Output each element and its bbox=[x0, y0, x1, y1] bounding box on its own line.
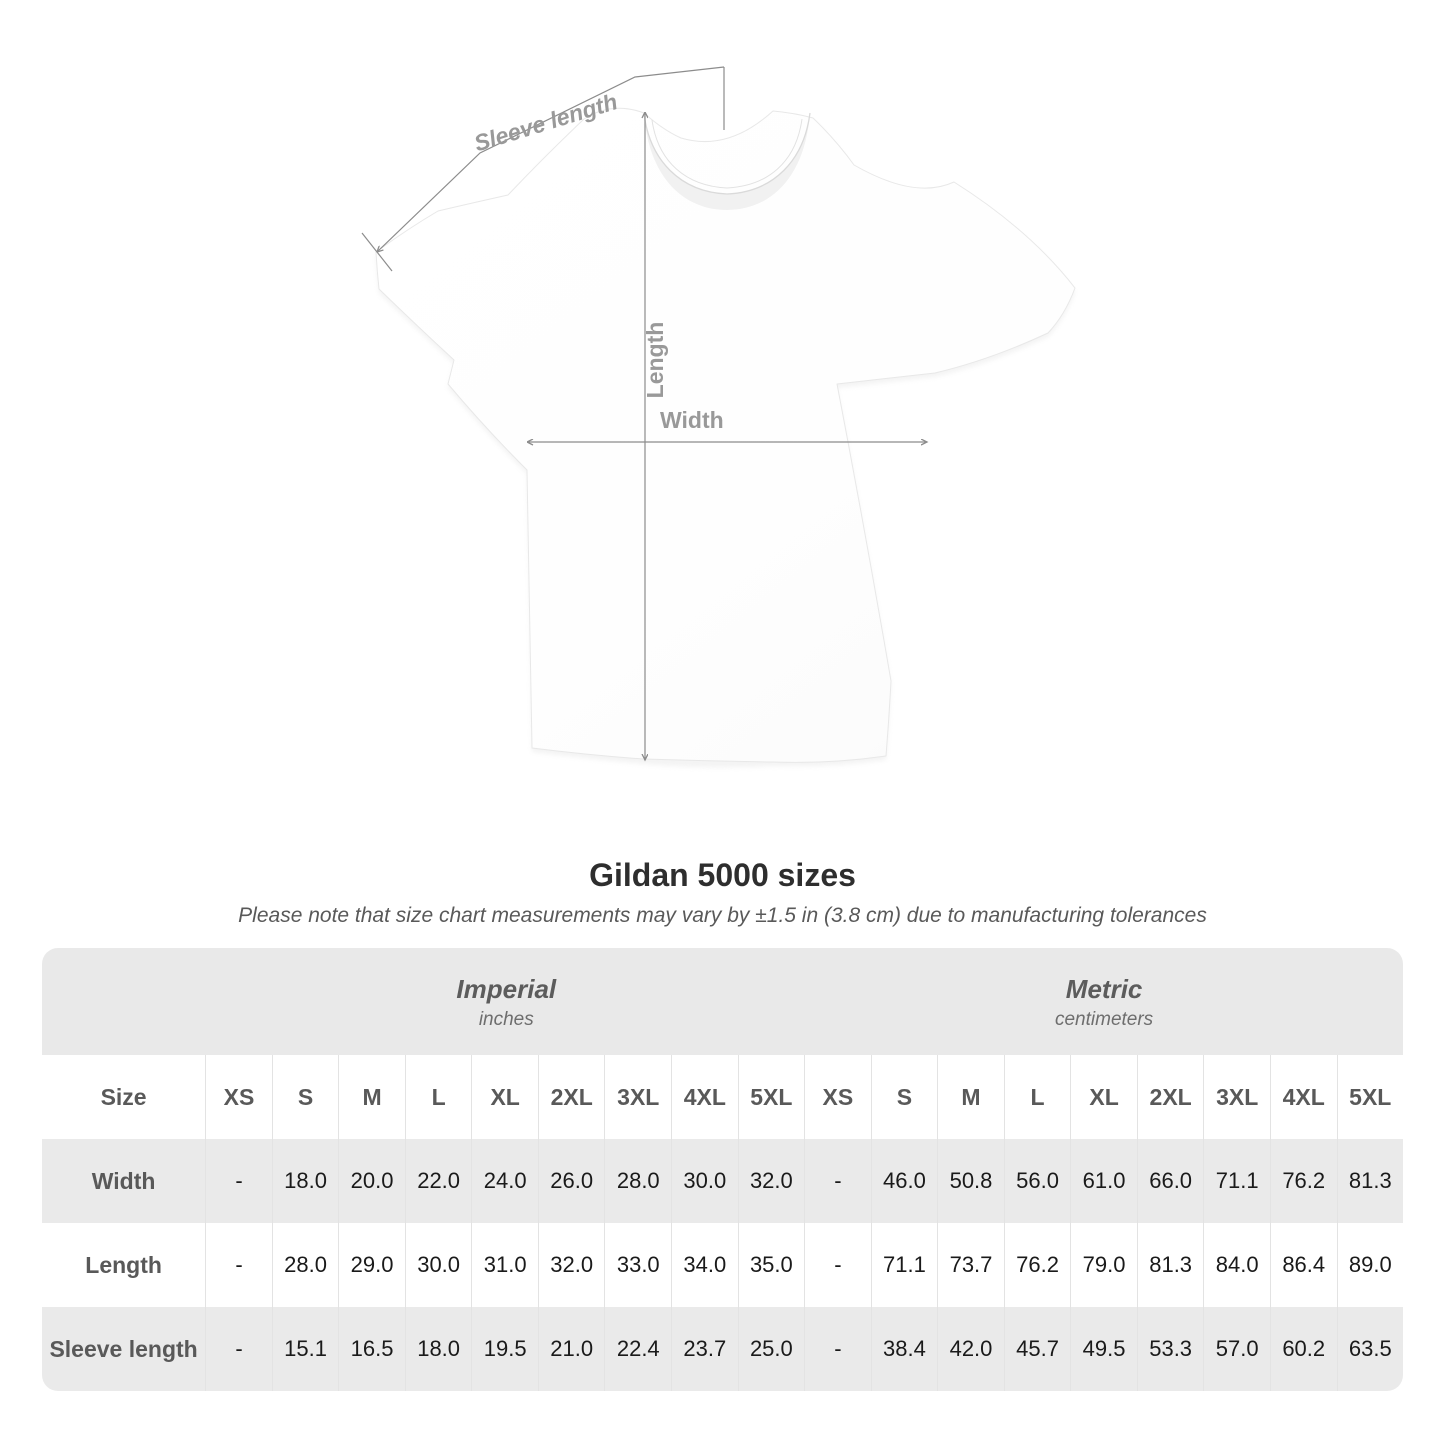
svg-text:Length: Length bbox=[642, 322, 668, 399]
svg-text:Width: Width bbox=[660, 407, 724, 433]
